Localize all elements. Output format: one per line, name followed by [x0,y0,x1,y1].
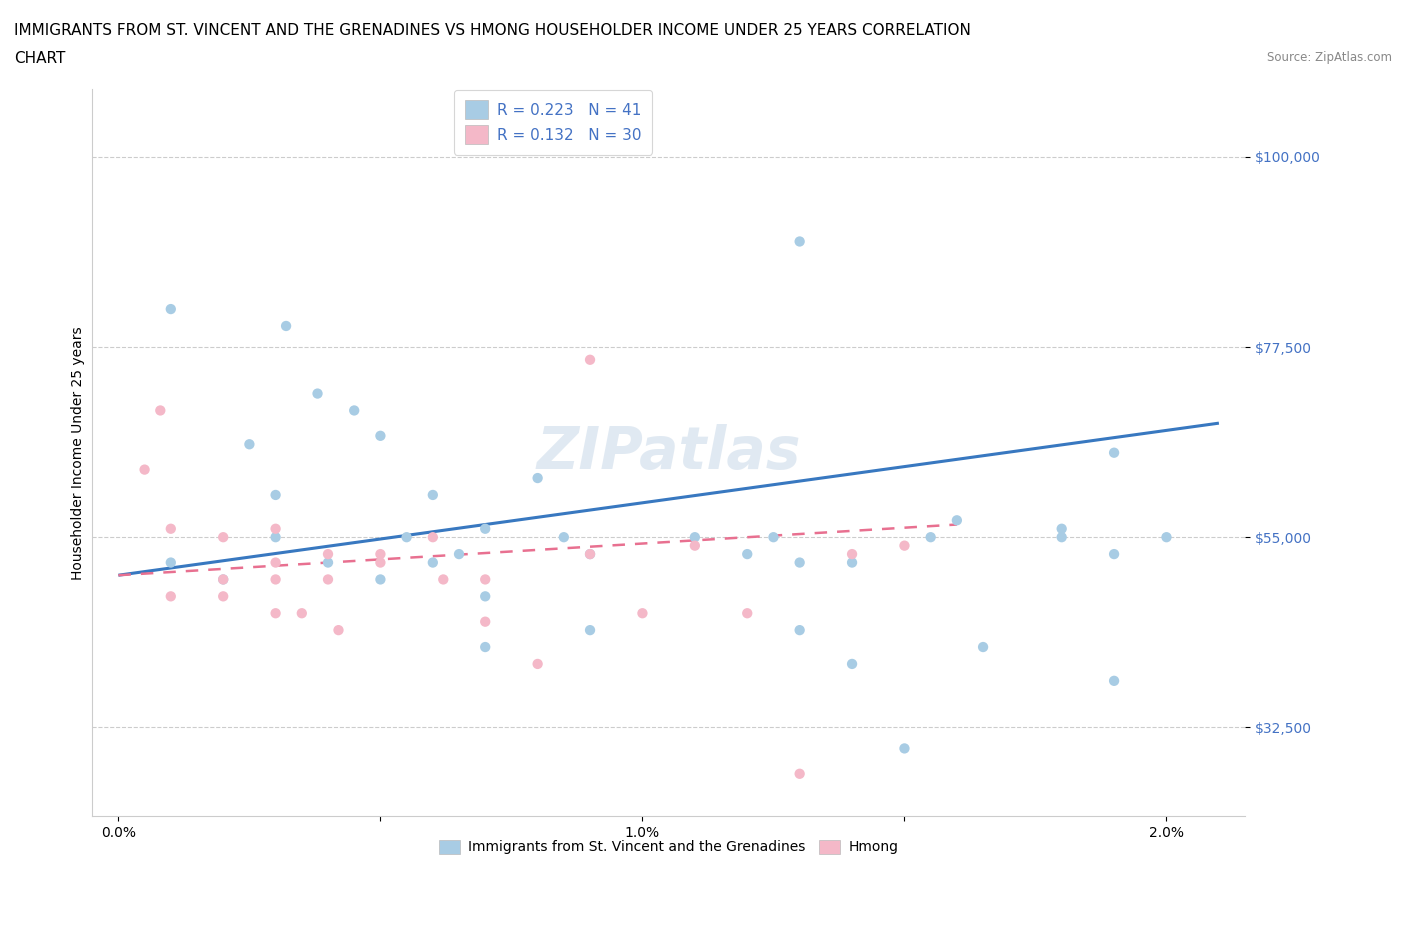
Point [735,605,758,620]
Point [841,555,863,570]
Point [1156,530,1178,545]
Point [474,589,496,604]
Point [474,522,496,537]
Point [159,301,181,316]
Point [789,234,811,249]
Point [316,547,339,562]
Point [238,437,260,452]
Point [422,530,444,545]
Point [212,572,235,587]
Point [316,555,339,570]
Point [920,530,942,545]
Point [553,530,575,545]
Point [474,640,496,655]
Point [159,522,181,537]
Point [789,555,811,570]
Legend: Immigrants from St. Vincent and the Grenadines, Hmong: Immigrants from St. Vincent and the Gren… [433,834,904,860]
Point [946,512,969,527]
Point [159,589,181,604]
Point [274,319,297,334]
Point [422,487,444,502]
Text: Source: ZipAtlas.com: Source: ZipAtlas.com [1267,51,1392,64]
Y-axis label: Householder Income Under 25 years: Householder Income Under 25 years [72,326,86,579]
Point [631,605,654,620]
Point [1102,673,1125,688]
Point [432,572,454,587]
Point [212,572,235,587]
Point [264,522,287,537]
Point [1050,530,1073,545]
Point [579,547,602,562]
Point [447,547,470,562]
Point [526,657,548,671]
Point [264,555,287,570]
Point [212,589,235,604]
Point [264,487,287,502]
Point [370,429,392,444]
Point [789,623,811,638]
Point [841,657,863,671]
Point [370,555,392,570]
Point [1102,547,1125,562]
Point [159,555,181,570]
Point [683,530,706,545]
Point [579,547,602,562]
Point [212,530,235,545]
Point [291,605,314,620]
Text: IMMIGRANTS FROM ST. VINCENT AND THE GRENADINES VS HMONG HOUSEHOLDER INCOME UNDER: IMMIGRANTS FROM ST. VINCENT AND THE GREN… [14,23,972,38]
Point [762,530,785,545]
Point [370,547,392,562]
Point [264,605,287,620]
Point [370,572,392,587]
Point [307,386,329,401]
Point [1050,522,1073,537]
Point [474,572,496,587]
Point [789,766,811,781]
Point [422,555,444,570]
Point [893,538,915,553]
Point [735,547,758,562]
Text: ZIPatlas: ZIPatlas [537,424,801,481]
Point [841,547,863,562]
Point [526,471,548,485]
Point [316,572,339,587]
Point [972,640,994,655]
Point [395,530,418,545]
Point [474,614,496,629]
Point [264,572,287,587]
Point [579,352,602,367]
Point [149,403,172,418]
Point [134,462,156,477]
Point [343,403,366,418]
Point [328,623,350,638]
Point [579,623,602,638]
Point [264,530,287,545]
Point [1102,445,1125,460]
Point [893,741,915,756]
Point [683,538,706,553]
Text: CHART: CHART [14,51,66,66]
